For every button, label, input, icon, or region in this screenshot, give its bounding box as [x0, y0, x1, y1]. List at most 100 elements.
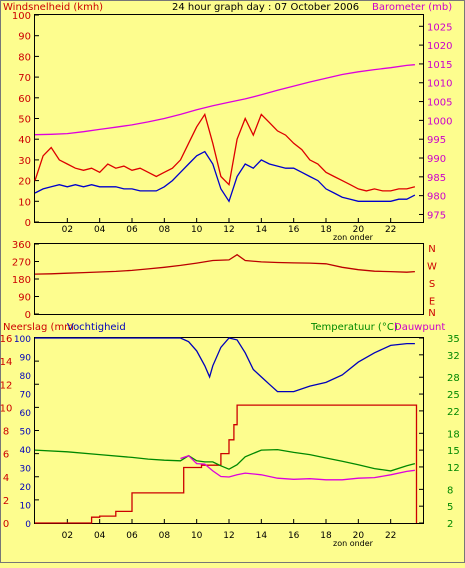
panel1-x-tick-label: 08	[159, 225, 171, 235]
humidity-tick-label: 40	[20, 446, 32, 456]
barometer-tick-label: 990	[427, 154, 446, 165]
temperature-tick-label: 18	[447, 429, 460, 440]
barometer-tick-label: 1005	[427, 98, 452, 109]
panel3-x-tick-label: 18	[320, 531, 332, 541]
humidity-tick-label: 0	[25, 520, 31, 530]
barometer-axis-title: Barometer (mb)	[372, 2, 452, 13]
barometer-ticks: 975 980 985 990 995 1000 1005 1010 1015 1020 1025	[419, 22, 452, 221]
humidity-tick-label: 90	[20, 354, 32, 364]
wind-speed-tick-label: 0	[25, 218, 31, 229]
panel3-x-tick-label: 04	[94, 531, 106, 541]
wind-speed-tick-label: 20	[18, 177, 31, 188]
compass-tick-label: N	[428, 308, 435, 319]
panel1-x-tick-label: 04	[94, 225, 106, 235]
temperature-tick-label: 22	[447, 407, 460, 418]
panel1-x-ticks: 02 04 06 08 10 12 14 16 18 20 22	[62, 218, 396, 235]
panel3-x-tick-label: 22	[385, 531, 396, 541]
rain-axis-title: Neerslag (mm	[3, 322, 74, 333]
humidity-line	[35, 337, 415, 393]
panel3-x-tick-label: 02	[62, 531, 73, 541]
rain-tick-label: 4	[3, 473, 9, 484]
panel1-x-tick-label: 14	[256, 225, 268, 235]
rain-humidity-ticks: 0 2 4 6 8 10 12 14 16 0 10 20 30 40 50 60 70 80 90 100	[0, 334, 39, 530]
panel3-x-tick-label: 16	[288, 531, 300, 541]
humidity-tick-label: 30	[20, 465, 32, 475]
humidity-tick-label: 70	[20, 391, 32, 401]
sunset-label-bottom: zon onder	[333, 539, 374, 548]
wind-speed-ticks: 0 10 20 30 40 50 60 70 80 90 100	[12, 11, 39, 229]
panel1-x-tick-label: 18	[320, 225, 332, 235]
compass-tick-label: W	[427, 262, 437, 273]
barometer-tick-label: 1015	[427, 60, 452, 71]
panel1-x-tick-label: 06	[126, 225, 138, 235]
compass-tick-label: E	[429, 297, 435, 308]
barometer-tick-label: 995	[427, 135, 446, 146]
temperature-axis-title: Temperatuur (°C)	[310, 322, 398, 333]
wind-speed-tick-label: 10	[18, 197, 31, 208]
humidity-axis-title: Vochtigheid	[67, 322, 126, 333]
humidity-tick-label: 50	[20, 428, 32, 438]
rain-tick-label: 0	[3, 519, 9, 530]
temperature-tick-label: 35	[447, 334, 460, 345]
rain-line	[35, 404, 418, 524]
barometer-tick-label: 1000	[427, 116, 452, 127]
chart-title: 24 hour graph day : 07 October 2006	[172, 2, 359, 13]
panel3-x-tick-label: 12	[223, 531, 234, 541]
wind-speed-tick-label: 100	[12, 11, 31, 22]
compass-tick-label: S	[429, 279, 435, 290]
temperature-tick-label: 15	[447, 446, 460, 457]
panel1-x-tick-label: 12	[223, 225, 234, 235]
temperature-tick-label: 28	[447, 373, 460, 384]
wind-avg-line	[34, 150, 416, 203]
temperature-tick-label: 25	[447, 390, 460, 401]
barometer-line	[34, 64, 415, 136]
wind-direction-tick-label: 270	[12, 258, 31, 269]
wind-speed-tick-label: 40	[18, 135, 31, 146]
wind-speed-tick-label: 80	[18, 52, 31, 63]
barometer-tick-label: 980	[427, 192, 446, 203]
temperature-tick-label: 12	[447, 463, 460, 474]
humidity-tick-label: 100	[14, 335, 31, 345]
rain-tick-label: 16	[0, 334, 12, 345]
panel-wind-frame	[34, 14, 424, 223]
humidity-tick-label: 60	[20, 409, 32, 419]
wind-direction-tick-label: 0	[25, 310, 31, 321]
panel1-x-tick-label: 16	[288, 225, 300, 235]
rain-tick-label: 14	[0, 357, 12, 368]
wind-speed-axis-title: Windsnelheid (kmh)	[3, 2, 103, 13]
panel3-x-tick-label: 20	[353, 531, 365, 541]
wind-direction-line	[34, 253, 415, 275]
rain-tick-label: 2	[3, 496, 9, 507]
humidity-tick-label: 20	[20, 483, 32, 493]
wind-gust-line	[34, 112, 416, 192]
barometer-tick-label: 1020	[427, 41, 452, 52]
panel1-x-tick-label: 02	[62, 225, 73, 235]
panel3-x-tick-label: 14	[256, 531, 268, 541]
wind-direction-tick-label: 360	[12, 240, 31, 251]
sunset-label-top: zon onder	[333, 233, 374, 242]
panel1-series	[34, 64, 416, 203]
temperature-tick-label: 5	[447, 502, 453, 513]
rain-tick-label: 12	[0, 380, 12, 391]
compass-tick-label: N	[428, 244, 435, 255]
panel-winddir-frame	[34, 243, 424, 315]
rain-tick-label: 10	[0, 403, 12, 414]
panel1-x-tick-label: 22	[385, 225, 396, 235]
dewpoint-line	[180, 454, 415, 481]
barometer-tick-label: 975	[427, 210, 446, 221]
rain-tick-label: 8	[3, 427, 9, 438]
panel3-x-tick-label: 10	[191, 531, 203, 541]
temperature-tick-label: 2	[447, 519, 453, 530]
humidity-tick-label: 80	[20, 372, 32, 382]
temperature-tick-label: 8	[447, 485, 453, 496]
barometer-tick-label: 1025	[427, 22, 452, 33]
wind-speed-tick-label: 90	[18, 32, 31, 43]
panel3-x-tick-label: 06	[126, 531, 138, 541]
wind-speed-tick-label: 60	[18, 94, 31, 105]
barometer-tick-label: 985	[427, 173, 446, 184]
panel3-series	[34, 337, 418, 524]
